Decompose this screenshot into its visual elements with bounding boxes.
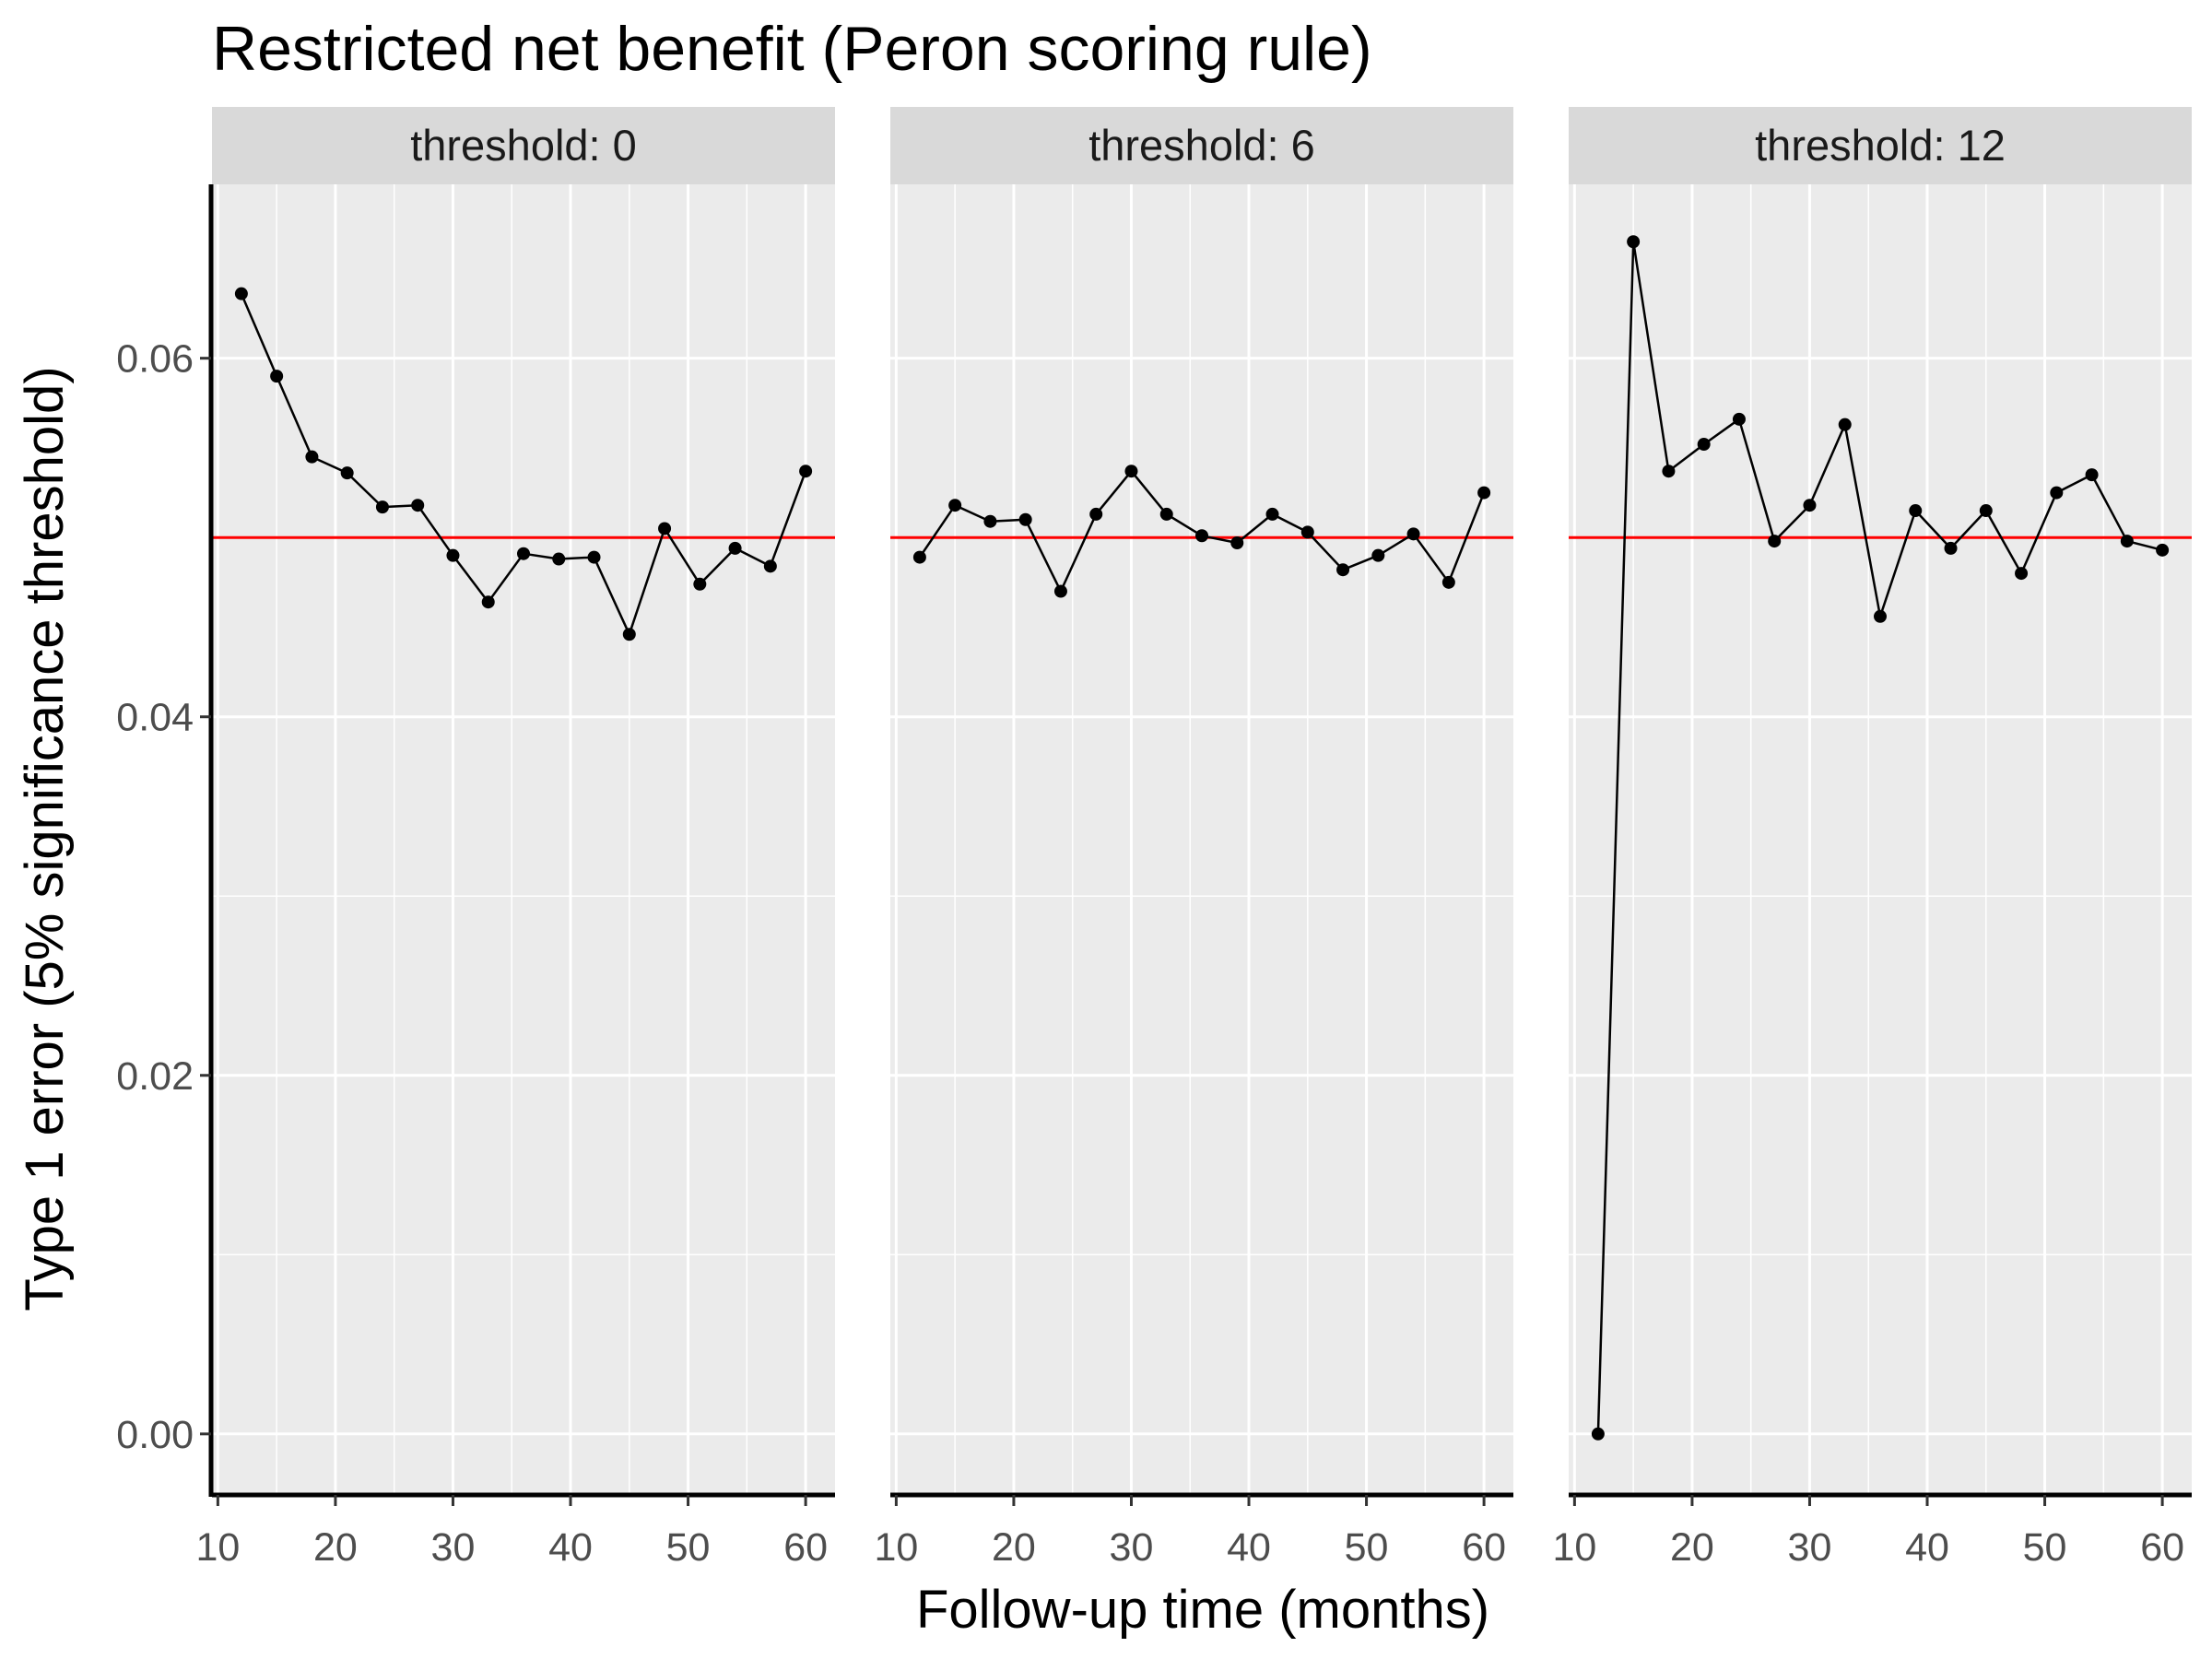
- x-tick-label: 20: [313, 1525, 358, 1570]
- data-point: [2015, 567, 2029, 581]
- data-point: [517, 547, 530, 560]
- data-point: [1195, 529, 1208, 543]
- data-point: [2050, 486, 2064, 500]
- facet-strip-label: threshold: 6: [1088, 121, 1315, 170]
- data-point: [1441, 575, 1455, 589]
- data-point: [983, 514, 997, 528]
- facet-panel: threshold: 0 10 20 30 40 50 60 0.00 0.02 0.04 0.06: [116, 107, 835, 1570]
- x-tick-label: 10: [195, 1525, 240, 1570]
- data-point: [234, 287, 248, 300]
- x-tick-label: 40: [1905, 1525, 1949, 1570]
- data-point: [446, 548, 460, 562]
- x-tick-label: 20: [992, 1525, 1036, 1570]
- x-tick-label: 30: [431, 1525, 476, 1570]
- data-point: [375, 500, 389, 514]
- x-tick-label: 20: [1670, 1525, 1714, 1570]
- data-point: [1477, 486, 1491, 500]
- facet-strip-label: threshold: 0: [410, 121, 637, 170]
- data-point: [1909, 504, 1923, 518]
- data-point: [1838, 418, 1852, 431]
- x-axis-title: Follow-up time (months): [916, 1580, 1489, 1640]
- data-point: [1662, 465, 1676, 478]
- data-point: [1265, 507, 1279, 521]
- x-tick-label: 10: [874, 1525, 918, 1570]
- x-tick-label: 40: [548, 1525, 593, 1570]
- data-point: [948, 499, 962, 512]
- data-point: [622, 628, 636, 641]
- data-point: [1230, 536, 1244, 550]
- data-point: [2120, 535, 2134, 548]
- y-axis-title: Type 1 error (5% significance threshold): [15, 366, 75, 1311]
- facet-strip-label: threshold: 12: [1755, 121, 2006, 170]
- panel-background: [890, 184, 1513, 1493]
- data-point: [1336, 563, 1350, 577]
- data-point: [1979, 504, 1993, 518]
- data-point: [1944, 541, 1958, 555]
- data-point: [1053, 584, 1067, 598]
- data-point: [1124, 465, 1138, 478]
- data-point: [693, 577, 707, 591]
- data-point: [1300, 525, 1314, 539]
- data-point: [270, 370, 284, 383]
- x-tick-label: 30: [1110, 1525, 1154, 1570]
- data-point: [1018, 512, 1032, 526]
- data-point: [2085, 468, 2099, 482]
- x-tick-label: 40: [1227, 1525, 1271, 1570]
- facet-panel: threshold: 6 10 20 30 40 50 60: [874, 107, 1513, 1570]
- data-point: [1159, 507, 1173, 521]
- x-tick-label: 50: [1345, 1525, 1389, 1570]
- data-point: [552, 552, 566, 566]
- data-point: [1371, 548, 1385, 562]
- y-tick-label: 0.02: [116, 1054, 194, 1099]
- data-point: [1768, 535, 1782, 548]
- x-tick-label: 50: [2023, 1525, 2067, 1570]
- x-tick-label: 50: [666, 1525, 711, 1570]
- data-point: [658, 522, 672, 535]
- data-point: [587, 550, 601, 564]
- y-tick-label: 0.00: [116, 1413, 194, 1457]
- facet-strip: [890, 107, 1513, 184]
- data-point: [1697, 438, 1711, 452]
- data-point: [1803, 499, 1817, 512]
- panels: threshold: 0 10 20 30 40 50 60 0.00 0.02 0.04 0.06…: [116, 107, 2192, 1570]
- data-point: [912, 550, 926, 564]
- panel-background: [212, 184, 835, 1493]
- data-point: [340, 466, 354, 480]
- panel-background: [1569, 184, 2192, 1493]
- y-tick-label: 0.06: [116, 337, 194, 382]
- x-tick-label: 10: [1552, 1525, 1596, 1570]
- data-point: [411, 499, 425, 512]
- data-point: [799, 465, 813, 478]
- data-point: [481, 595, 495, 609]
- x-tick-label: 30: [1788, 1525, 1832, 1570]
- data-point: [1874, 609, 1887, 623]
- facet-strip: [212, 107, 835, 184]
- data-point: [1591, 1427, 1605, 1441]
- y-tick-label: 0.04: [116, 696, 194, 740]
- x-tick-label: 60: [783, 1525, 828, 1570]
- facet-panel: threshold: 12 10 20 30 40 50 60: [1552, 107, 2192, 1570]
- data-point: [305, 450, 319, 464]
- data-point: [1406, 527, 1420, 541]
- facet-strip: [1569, 107, 2192, 184]
- data-point: [1089, 507, 1103, 521]
- x-tick-label: 60: [1462, 1525, 1506, 1570]
- data-point: [763, 559, 777, 573]
- x-tick-label: 60: [2140, 1525, 2184, 1570]
- data-point: [2156, 543, 2170, 557]
- data-point: [1627, 235, 1641, 249]
- data-point: [728, 541, 742, 555]
- chart-title: Restricted net benefit (Peron scoring ru…: [212, 14, 1372, 84]
- data-point: [1732, 412, 1746, 426]
